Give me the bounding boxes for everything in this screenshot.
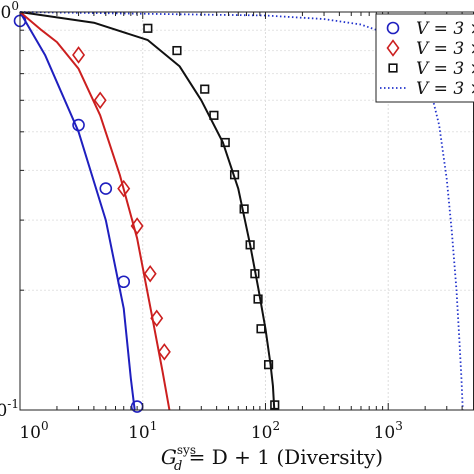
- x-tick-label: 100: [19, 419, 48, 443]
- plot-series: [13, 11, 464, 413]
- diamond-marker: [93, 91, 107, 110]
- legend-entry: V = 3 ×: [380, 79, 474, 99]
- circle-marker: [386, 21, 400, 35]
- square-marker: [209, 110, 219, 120]
- square-marker: [388, 63, 398, 73]
- x-tick-label-base: 10: [374, 423, 396, 443]
- square-marker: [256, 324, 266, 334]
- square-marker: [245, 240, 255, 250]
- series-2: [19, 11, 171, 411]
- series-line: [19, 11, 171, 411]
- square-marker: [200, 84, 210, 94]
- square-marker: [239, 204, 249, 214]
- legend-entry: V = 3 ×: [386, 39, 474, 59]
- x-axis-label-symbol: G: [161, 445, 177, 469]
- diamond-marker: [117, 179, 131, 198]
- x-axis-label-rest: = D + 1 (Diversity): [182, 445, 383, 469]
- diamond-marker: [386, 39, 400, 57]
- y-tick-label-base: 10: [0, 401, 7, 421]
- x-tick-label-exponent: 1: [150, 419, 158, 433]
- x-tick-label-base: 10: [251, 423, 273, 443]
- x-tick-label: 103: [374, 419, 403, 443]
- legend-label: V = 3 ×: [416, 59, 474, 79]
- diamond-marker: [130, 217, 144, 235]
- y-tick-label: 100: [0, 0, 19, 23]
- series-3: [19, 11, 280, 411]
- series-1: [13, 11, 144, 413]
- diamond-marker: [150, 309, 164, 328]
- y-tick-label: 10-1: [0, 397, 19, 421]
- square-marker: [229, 170, 240, 180]
- legend-label: V = 3 ×: [416, 39, 474, 59]
- x-tick-label-base: 10: [128, 423, 150, 443]
- diamond-marker: [72, 46, 86, 64]
- legend-label: V = 3 ×: [416, 19, 474, 39]
- y-tick-label-exponent: -1: [7, 397, 19, 411]
- square-marker: [263, 360, 274, 370]
- legend-entry: V = 3 ×: [388, 59, 474, 79]
- circle-marker: [117, 275, 131, 289]
- x-tick-label-exponent: 2: [272, 419, 280, 433]
- square-marker: [143, 23, 153, 33]
- circle-marker: [72, 118, 85, 132]
- diamond-marker: [157, 343, 171, 361]
- x-tick-label-exponent: 3: [395, 419, 403, 433]
- legend-entry: V = 3 ×: [386, 19, 474, 39]
- circle-marker: [99, 182, 113, 195]
- x-axis-label-superscript: sys: [177, 443, 196, 457]
- square-marker: [270, 400, 280, 410]
- x-tick-label: 102: [251, 419, 280, 443]
- square-marker: [253, 294, 263, 304]
- legend: V = 3 ×V = 3 ×V = 3 ×V = 3 ×: [375, 13, 474, 103]
- square-marker: [250, 269, 260, 279]
- square-marker: [172, 45, 182, 56]
- series-line: [19, 11, 464, 411]
- diamond-marker: [143, 264, 157, 283]
- x-tick-label-exponent: 0: [41, 419, 49, 433]
- x-tick-label: 101: [128, 419, 157, 443]
- x-tick-label-base: 10: [19, 423, 41, 443]
- x-axis-label-subscript: d: [174, 459, 182, 474]
- y-tick-label-base: 10: [0, 3, 11, 23]
- series-4: [19, 11, 464, 411]
- legend-label: V = 3 ×: [416, 79, 474, 99]
- x-axis-label: Gsys d = D + 1 (Diversity): [161, 443, 383, 474]
- y-tick-label-exponent: 0: [11, 0, 19, 13]
- series-line: [19, 11, 276, 411]
- series-line: [19, 11, 136, 411]
- square-marker: [220, 137, 230, 148]
- axis-ticks: 10010110210310010-1: [0, 0, 474, 443]
